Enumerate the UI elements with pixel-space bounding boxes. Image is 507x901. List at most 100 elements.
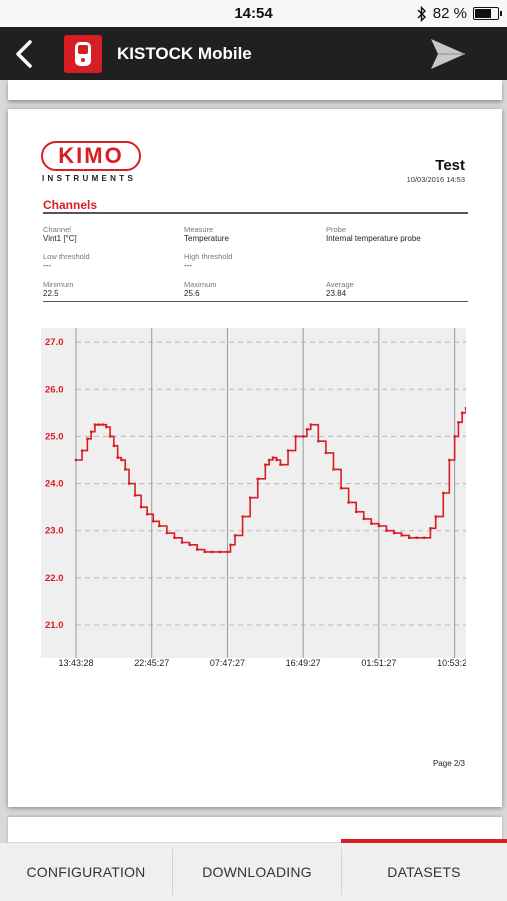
page-number: Page 2/3 bbox=[432, 759, 465, 768]
data-point bbox=[267, 458, 271, 462]
channel-value: Vint1 [°C] bbox=[43, 234, 77, 243]
minimum-value: 22.5 bbox=[43, 289, 59, 298]
data-point bbox=[317, 439, 320, 443]
app-title: KISTOCK Mobile bbox=[117, 44, 252, 63]
data-point bbox=[429, 527, 432, 530]
data-point bbox=[377, 524, 381, 528]
data-point bbox=[332, 468, 335, 471]
y-tick-label: 23.0 bbox=[45, 526, 64, 537]
data-point bbox=[434, 515, 437, 518]
tab-datasets[interactable]: DATASETS bbox=[387, 864, 461, 880]
data-point bbox=[400, 534, 403, 537]
data-point bbox=[195, 548, 199, 551]
data-point bbox=[211, 550, 214, 554]
x-tick-label: 01:51:27 bbox=[361, 658, 396, 668]
data-point bbox=[139, 505, 143, 509]
data-point bbox=[112, 444, 116, 448]
high-threshold-label: High threshold bbox=[184, 252, 233, 261]
brand-name: KIMO bbox=[58, 143, 124, 168]
data-point bbox=[271, 456, 275, 459]
kistock-device-icon bbox=[64, 35, 102, 73]
data-point bbox=[392, 531, 396, 535]
active-tab-indicator bbox=[341, 839, 507, 843]
data-point bbox=[324, 451, 328, 455]
probe-label: Probe bbox=[326, 225, 347, 234]
y-tick-label: 25.0 bbox=[45, 431, 64, 442]
y-tick-label: 24.0 bbox=[45, 479, 64, 490]
battery-level bbox=[475, 9, 491, 18]
y-tick-label: 22.0 bbox=[45, 573, 64, 584]
temperature-chart: 27.0 26.0 25.0 24.0 23.0 22.0 21.0 13:43:28 22:4… bbox=[41, 328, 466, 668]
y-tick-label: 21.0 bbox=[45, 620, 64, 631]
data-point bbox=[124, 468, 127, 471]
data-point bbox=[173, 536, 176, 539]
data-point bbox=[362, 517, 365, 521]
measure-value: Temperature bbox=[184, 234, 229, 243]
fields-rule bbox=[43, 301, 468, 302]
data-point bbox=[145, 513, 149, 516]
x-tick-label: 16:49:27 bbox=[286, 658, 321, 668]
data-point bbox=[180, 541, 184, 544]
app-bar: KISTOCK Mobile bbox=[0, 27, 507, 80]
send-button[interactable] bbox=[429, 36, 467, 72]
data-point bbox=[309, 423, 312, 426]
data-point bbox=[347, 501, 350, 504]
data-point bbox=[354, 510, 358, 514]
data-point bbox=[279, 463, 282, 466]
data-point bbox=[301, 435, 305, 438]
status-time: 14:54 bbox=[234, 5, 273, 22]
probe-value: Internal temperature probe bbox=[326, 234, 421, 243]
tab-divider bbox=[172, 849, 173, 895]
data-point bbox=[294, 435, 297, 438]
data-point bbox=[188, 543, 191, 547]
battery-percent: 82 % bbox=[432, 5, 467, 22]
low-threshold-value: --- bbox=[43, 261, 51, 270]
data-point bbox=[256, 477, 259, 481]
data-point bbox=[286, 449, 290, 452]
section-rule bbox=[43, 212, 468, 214]
x-tick-label: 22:45:27 bbox=[134, 658, 169, 668]
data-point bbox=[203, 550, 206, 554]
chevron-left-icon bbox=[16, 40, 32, 68]
data-point bbox=[423, 536, 426, 539]
x-tick-label: 13:43:28 bbox=[58, 658, 93, 668]
data-point bbox=[415, 536, 418, 539]
data-point bbox=[116, 456, 119, 459]
data-point bbox=[93, 423, 97, 426]
document-title: Test bbox=[435, 157, 465, 174]
tab-divider bbox=[341, 849, 342, 895]
data-point bbox=[442, 491, 445, 495]
low-threshold-label: Low threshold bbox=[43, 252, 90, 261]
data-point bbox=[339, 487, 343, 490]
data-point bbox=[385, 529, 388, 532]
data-point bbox=[453, 435, 456, 438]
data-point bbox=[97, 423, 100, 426]
data-point bbox=[226, 550, 229, 554]
data-point bbox=[133, 494, 137, 497]
data-point bbox=[152, 520, 155, 523]
data-point bbox=[275, 458, 278, 462]
back-button[interactable] bbox=[10, 39, 38, 69]
tab-downloading[interactable]: DOWNLOADING bbox=[202, 864, 312, 880]
chart-background bbox=[41, 328, 466, 658]
minimum-label: Minimum bbox=[43, 280, 74, 289]
maximum-label: Maximum bbox=[184, 280, 217, 289]
previous-page bbox=[8, 80, 502, 100]
data-point bbox=[127, 482, 131, 485]
data-point bbox=[108, 435, 112, 438]
data-point bbox=[86, 437, 89, 440]
data-point bbox=[218, 550, 222, 554]
average-label: Average bbox=[326, 280, 354, 289]
report-page: KIMO INSTRUMENTS Test 10/03/2016 14:53 C… bbox=[8, 109, 502, 807]
data-point bbox=[464, 406, 466, 410]
section-title: Channels bbox=[43, 198, 98, 212]
bluetooth-icon bbox=[417, 5, 426, 22]
battery-icon bbox=[473, 7, 502, 20]
status-bar: 14:54 82 % bbox=[0, 0, 507, 28]
tab-configuration[interactable]: CONFIGURATION bbox=[26, 864, 146, 880]
data-point bbox=[120, 458, 123, 462]
data-point bbox=[457, 421, 460, 424]
maximum-value: 25.6 bbox=[184, 289, 200, 298]
high-threshold-value: --- bbox=[184, 261, 192, 270]
channel-label: Channel bbox=[43, 225, 71, 234]
